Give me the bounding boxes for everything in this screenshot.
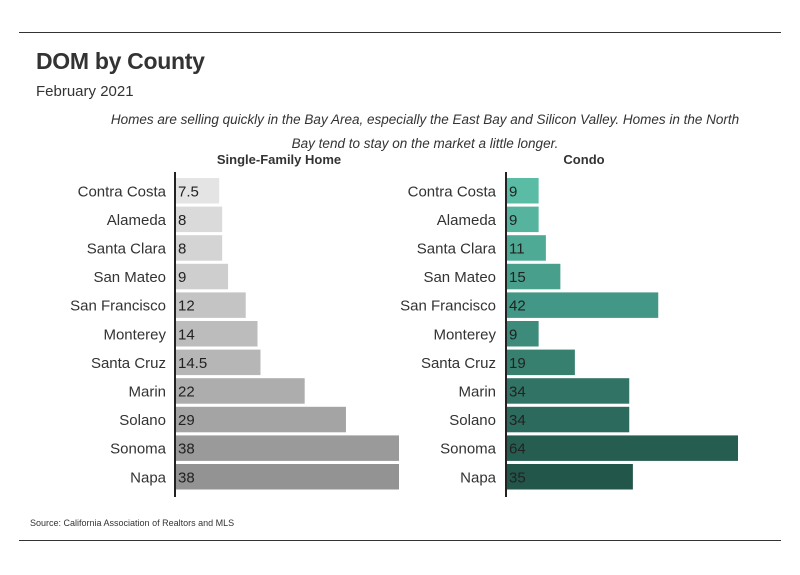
condo-value-label: 19: [509, 355, 526, 372]
sfh-value-label: 38: [178, 441, 195, 458]
condo-category-label: Napa: [460, 469, 497, 486]
sfh-value-label: 22: [178, 383, 195, 400]
condo-value-label: 34: [509, 383, 526, 400]
condo-category-label: Marin: [458, 383, 496, 400]
condo-bar: [506, 206, 539, 233]
sfh-value-label: 14.5: [178, 355, 207, 372]
condo-category-label: Santa Cruz: [421, 355, 496, 372]
condo-value-label: 9: [509, 326, 517, 343]
source-note: Source: California Association of Realto…: [30, 518, 235, 528]
top-rule: [19, 32, 781, 33]
sfh-bar: [175, 321, 258, 347]
sfh-category-label: Napa: [130, 469, 167, 486]
sfh-bar: [175, 406, 346, 433]
condo-category-label: Contra Costa: [408, 183, 497, 200]
sfh-category-label: Solano: [119, 412, 166, 429]
condo-category-label: Solano: [449, 412, 496, 429]
condo-bar: [506, 263, 561, 290]
condo-value-label: 11: [509, 240, 525, 257]
sfh-value-label: 8: [178, 212, 186, 229]
condo-panel-title: Condo: [563, 152, 604, 167]
sfh-bar: [175, 235, 223, 261]
sfh-category-label: San Francisco: [70, 298, 166, 315]
condo-value-label: 64: [509, 441, 526, 458]
sfh-category-label: Santa Clara: [87, 240, 167, 257]
sfh-bar: [175, 263, 229, 290]
sfh-bar: [175, 464, 399, 490]
condo-category-label: San Mateo: [423, 269, 496, 286]
sfh-value-label: 9: [178, 269, 186, 286]
sfh-category-label: Sonoma: [110, 441, 167, 458]
condo-category-label: San Francisco: [400, 298, 496, 315]
condo-bar: [506, 321, 539, 347]
sfh-bar: [175, 435, 399, 461]
condo-bar: [506, 235, 546, 261]
sfh-category-label: Alameda: [107, 212, 167, 229]
condo-bar: [506, 178, 539, 204]
condo-category-label: Santa Clara: [417, 240, 497, 257]
condo-category-label: Monterey: [433, 326, 496, 343]
bottom-rule: [19, 540, 781, 541]
condo-bar: [506, 292, 659, 318]
sfh-bar: [175, 292, 246, 318]
sfh-value-label: 12: [178, 298, 195, 315]
chart-caption: Homes are selling quickly in the Bay Are…: [110, 112, 740, 151]
condo-bar: [506, 464, 633, 490]
sfh-bar: [175, 178, 220, 204]
chart-subtitle: February 2021: [36, 83, 134, 100]
condo-value-label: 9: [509, 212, 517, 229]
sfh-category-label: Santa Cruz: [91, 355, 166, 372]
condo-category-label: Alameda: [437, 212, 497, 229]
sfh-bar: [175, 206, 223, 233]
chart-title: DOM by County: [36, 48, 205, 74]
condo-value-label: 34: [509, 412, 526, 429]
sfh-category-label: Contra Costa: [78, 183, 167, 200]
sfh-category-label: Marin: [128, 383, 166, 400]
condo-value-label: 9: [509, 183, 517, 200]
sfh-category-label: Monterey: [103, 326, 166, 343]
condo-category-label: Sonoma: [440, 441, 497, 458]
sfh-value-label: 14: [178, 326, 195, 343]
condo-bar: [506, 349, 575, 376]
sfh-category-label: San Mateo: [93, 269, 166, 286]
condo-bar: [506, 406, 630, 433]
condo-bar: [506, 378, 630, 404]
sfh-value-label: 38: [178, 469, 195, 486]
sfh-panel-title: Single-Family Home: [217, 152, 341, 167]
sfh-bar: [175, 349, 261, 376]
sfh-value-label: 7.5: [178, 183, 199, 200]
condo-bar: [506, 435, 738, 461]
sfh-value-label: 8: [178, 240, 186, 257]
condo-value-label: 15: [509, 269, 526, 286]
sfh-value-label: 29: [178, 412, 195, 429]
sfh-bar: [175, 378, 305, 404]
condo-value-label: 35: [509, 469, 526, 486]
condo-value-label: 42: [509, 298, 526, 315]
